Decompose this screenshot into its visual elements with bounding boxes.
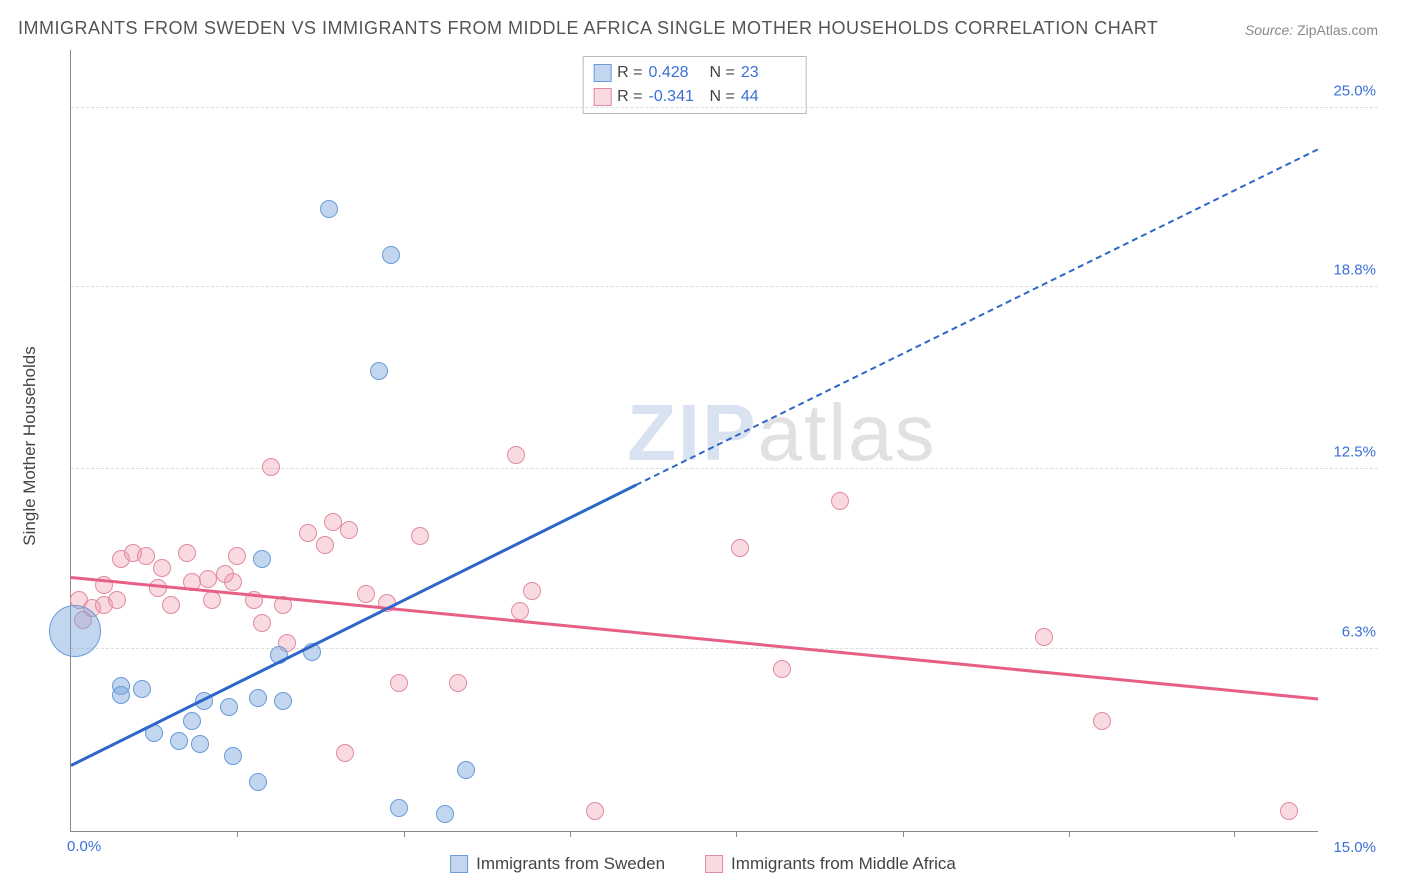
point-sweden: [436, 805, 454, 823]
point-africa: [831, 492, 849, 510]
gridline: [71, 286, 1378, 287]
y-axis-label: Single Mother Households: [20, 346, 40, 545]
swatch-sweden: [593, 64, 611, 82]
point-sweden: [112, 686, 130, 704]
y-tick-label: 6.3%: [1321, 623, 1376, 640]
point-sweden: [320, 200, 338, 218]
point-africa: [316, 536, 334, 554]
source-label: Source:: [1245, 22, 1293, 38]
legend-row-africa: R = -0.341 N = 44: [593, 85, 796, 109]
gridline: [71, 107, 1378, 108]
n-label: N =: [710, 61, 735, 85]
point-africa: [411, 527, 429, 545]
swatch-africa: [705, 855, 723, 873]
point-sweden: [390, 799, 408, 817]
chart-area: ZIPatlas R = 0.428 N = 23 R = -0.341 N =…: [70, 50, 1378, 832]
y-tick-label: 18.8%: [1321, 262, 1376, 279]
trendline-africa: [71, 576, 1318, 700]
series-legend: Immigrants from Sweden Immigrants from M…: [450, 854, 956, 874]
point-sweden: [253, 550, 271, 568]
point-sweden: [220, 698, 238, 716]
trendline-sweden-extrapolated: [636, 148, 1319, 485]
point-africa: [262, 458, 280, 476]
x-tick-mark: [570, 831, 571, 837]
point-africa: [108, 591, 126, 609]
swatch-africa: [593, 88, 611, 106]
watermark-text-a: ZIP: [627, 388, 757, 477]
point-africa: [153, 559, 171, 577]
point-africa: [1093, 712, 1111, 730]
gridline: [71, 648, 1378, 649]
point-africa: [178, 544, 196, 562]
point-africa: [586, 802, 604, 820]
point-sweden: [370, 362, 388, 380]
point-africa: [324, 513, 342, 531]
source-value: ZipAtlas.com: [1297, 22, 1378, 38]
point-africa: [1035, 628, 1053, 646]
swatch-sweden: [450, 855, 468, 873]
n-label: N =: [710, 85, 735, 109]
point-africa: [773, 660, 791, 678]
legend-label-sweden: Immigrants from Sweden: [476, 854, 665, 874]
point-africa: [731, 539, 749, 557]
point-africa: [253, 614, 271, 632]
point-africa: [336, 744, 354, 762]
legend-item-sweden: Immigrants from Sweden: [450, 854, 665, 874]
n-value-africa: 44: [741, 85, 796, 109]
point-africa: [449, 674, 467, 692]
point-sweden: [49, 605, 101, 657]
point-africa: [224, 573, 242, 591]
point-sweden: [191, 735, 209, 753]
x-tick-mark: [1234, 831, 1235, 837]
x-tick-min: 0.0%: [67, 838, 101, 855]
x-tick-max: 15.0%: [1333, 839, 1376, 856]
point-africa: [199, 570, 217, 588]
point-sweden: [183, 712, 201, 730]
point-africa: [507, 446, 525, 464]
legend-label-africa: Immigrants from Middle Africa: [731, 854, 956, 874]
point-sweden: [457, 761, 475, 779]
point-sweden: [224, 747, 242, 765]
x-tick-mark: [736, 831, 737, 837]
x-tick-mark: [404, 831, 405, 837]
point-africa: [228, 547, 246, 565]
point-sweden: [133, 680, 151, 698]
x-tick-mark: [1069, 831, 1070, 837]
point-africa: [357, 585, 375, 603]
point-sweden: [382, 246, 400, 264]
point-africa: [162, 596, 180, 614]
y-tick-label: 25.0%: [1321, 82, 1376, 99]
point-africa: [511, 602, 529, 620]
point-sweden: [249, 773, 267, 791]
point-sweden: [274, 692, 292, 710]
r-label: R =: [617, 61, 642, 85]
r-value-sweden: 0.428: [649, 61, 704, 85]
point-africa: [390, 674, 408, 692]
plot-region: ZIPatlas R = 0.428 N = 23 R = -0.341 N =…: [70, 50, 1318, 832]
legend-row-sweden: R = 0.428 N = 23: [593, 61, 796, 85]
chart-title: IMMIGRANTS FROM SWEDEN VS IMMIGRANTS FRO…: [18, 18, 1158, 39]
y-tick-label: 12.5%: [1321, 444, 1376, 461]
point-africa: [340, 521, 358, 539]
x-tick-mark: [903, 831, 904, 837]
x-tick-mark: [237, 831, 238, 837]
n-value-sweden: 23: [741, 61, 796, 85]
correlation-legend: R = 0.428 N = 23 R = -0.341 N = 44: [582, 56, 807, 114]
r-value-africa: -0.341: [649, 85, 704, 109]
source-attribution: Source: ZipAtlas.com: [1245, 22, 1378, 38]
r-label: R =: [617, 85, 642, 109]
legend-item-africa: Immigrants from Middle Africa: [705, 854, 956, 874]
point-sweden: [170, 732, 188, 750]
point-africa: [1280, 802, 1298, 820]
point-sweden: [249, 689, 267, 707]
point-africa: [137, 547, 155, 565]
point-africa: [523, 582, 541, 600]
point-africa: [299, 524, 317, 542]
watermark-text-b: atlas: [758, 388, 937, 477]
